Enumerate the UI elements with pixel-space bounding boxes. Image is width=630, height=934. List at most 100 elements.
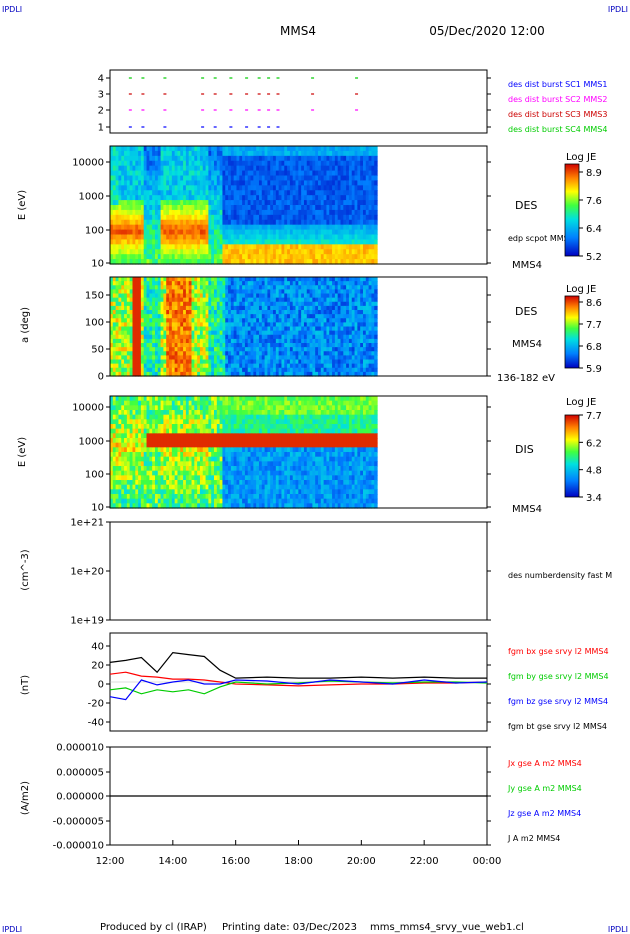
spectrogram-cell	[110, 322, 114, 328]
spectrogram-cell	[275, 314, 280, 319]
spectrogram-cell	[115, 419, 120, 425]
spectrogram-cell	[143, 318, 148, 323]
spectrogram-cell	[258, 301, 263, 307]
spectrogram-cell	[112, 190, 117, 196]
spectrogram-cell	[160, 285, 165, 290]
spectrogram-cell	[188, 347, 193, 352]
spectrogram-cell	[121, 293, 125, 299]
spectrogram-cell	[320, 285, 325, 290]
spectrogram-cell	[261, 326, 266, 332]
spectrogram-cell	[149, 170, 153, 177]
spectrogram-cell	[171, 234, 176, 241]
spectrogram-cell	[152, 371, 156, 377]
spectrogram-cell	[152, 165, 156, 172]
spectrogram-cell	[337, 305, 342, 311]
spectrogram-cell	[334, 249, 339, 255]
spectrogram-cell	[242, 150, 246, 157]
spectrogram-cell	[225, 170, 229, 177]
spectrogram-cell	[112, 200, 117, 206]
spectrogram-cell	[222, 239, 226, 245]
spectrogram-cell	[177, 219, 181, 226]
spectrogram-cell	[174, 185, 179, 191]
spectrogram-cell	[174, 254, 179, 260]
spectrogram-cell	[171, 289, 176, 295]
spectrogram-cell	[303, 214, 308, 221]
spectrogram-cell	[337, 343, 342, 348]
spectrogram-cell	[188, 229, 193, 236]
spectrogram-cell	[371, 195, 375, 201]
spectrogram-cell	[306, 259, 311, 265]
spectrogram-cell	[346, 301, 350, 307]
spectrogram-cell	[278, 310, 283, 315]
spectrogram-cell	[242, 355, 246, 361]
spectrogram-cell	[233, 195, 238, 201]
spectrogram-cell	[219, 330, 224, 336]
spectrogram-cell	[320, 200, 325, 206]
spectrogram-cell	[357, 195, 361, 201]
spectrogram-cell	[118, 367, 122, 373]
colorbar-tick-label: 6.4	[586, 224, 602, 235]
spectrogram-cell	[334, 355, 339, 361]
spectrogram-cell	[115, 293, 120, 299]
spectrogram-cell	[320, 297, 325, 303]
spectrogram-cell	[267, 347, 271, 352]
spectrogram-cell	[171, 334, 176, 340]
spectrogram-cell	[340, 314, 344, 319]
spectrogram-cell	[166, 175, 170, 182]
spectrogram-cell	[256, 305, 260, 311]
spectrogram-cell	[214, 195, 218, 201]
spectrogram-cell	[129, 175, 134, 182]
spectrogram-cell	[194, 239, 198, 245]
spectrogram-cell	[185, 146, 190, 152]
spectrogram-cell	[312, 355, 316, 361]
spectrogram-cell	[129, 244, 134, 250]
spectrogram-cell	[216, 160, 221, 167]
spectrogram-cell	[194, 343, 198, 348]
spectrogram-cell	[334, 170, 339, 177]
spectrogram-cell	[312, 229, 316, 236]
spectrogram-cell	[180, 310, 184, 315]
spectrogram-cell	[146, 314, 150, 319]
spectrogram-cell	[185, 185, 190, 191]
spectrogram-cell	[118, 305, 122, 311]
spectrogram-cell	[267, 318, 271, 323]
spectrogram-cell	[318, 347, 322, 352]
spectrogram-cell	[340, 209, 344, 216]
spectrogram-cell	[225, 150, 229, 157]
spectrogram-cell	[340, 200, 344, 206]
spectrogram-cell	[250, 259, 254, 265]
spectrogram-cell	[301, 195, 305, 201]
spectrogram-cell	[199, 367, 204, 373]
spectrogram-cell	[250, 301, 254, 307]
spectrogram-cell	[264, 289, 269, 295]
spectrogram-cell	[149, 195, 153, 201]
spectrogram-cell	[301, 170, 305, 177]
spectrogram-cell	[287, 371, 291, 377]
spectrogram-cell	[273, 146, 277, 152]
spectrogram-cell	[191, 195, 195, 201]
spectrogram-cell	[306, 363, 311, 369]
spectrogram-cell	[250, 205, 254, 211]
spectrogram-cell	[121, 466, 125, 472]
spectrogram-cell	[143, 175, 148, 182]
spectrogram-cell	[154, 318, 159, 323]
spectrogram-cell	[270, 297, 274, 303]
spectrogram-cell	[180, 209, 184, 216]
spectrogram-cell	[188, 314, 193, 319]
spectrogram-cell	[236, 229, 240, 236]
spectrogram-cell	[348, 351, 353, 356]
spectrogram-cell	[329, 229, 333, 236]
spectrogram-cell	[143, 343, 148, 348]
spectrogram-cell	[124, 456, 128, 462]
spectrogram-cell	[348, 289, 353, 295]
spectrogram-cell	[309, 285, 313, 290]
spectrogram-cell	[284, 175, 288, 182]
spectrogram-cell	[163, 244, 167, 250]
spectrogram-cell	[138, 433, 142, 439]
spectrogram-cell	[121, 277, 125, 282]
spectrogram-cell	[152, 330, 156, 336]
spectrogram-cell	[261, 293, 266, 299]
spectrogram-cell	[343, 259, 347, 265]
spectrogram-cell	[289, 165, 294, 172]
spectrogram-cell	[354, 244, 358, 250]
